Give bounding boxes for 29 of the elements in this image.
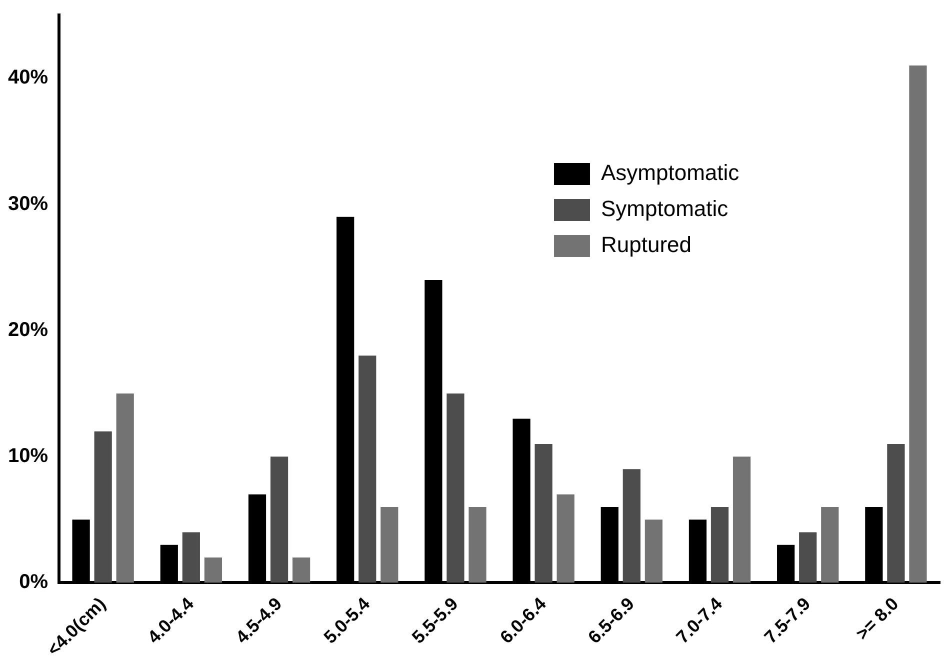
y-tick-label: 30% bbox=[8, 192, 48, 215]
bar bbox=[622, 469, 640, 583]
bar bbox=[710, 507, 729, 583]
bar bbox=[116, 393, 134, 583]
legend-label: Symptomatic bbox=[601, 196, 728, 222]
bar bbox=[358, 356, 376, 583]
legend-label: Asymptomatic bbox=[601, 160, 740, 186]
y-tick-label: 0% bbox=[19, 571, 48, 594]
bar bbox=[887, 444, 905, 583]
x-tick-label: >= 8.0 bbox=[852, 594, 902, 644]
bar bbox=[292, 557, 310, 583]
bar bbox=[468, 507, 486, 583]
y-tick-label: 20% bbox=[8, 318, 48, 341]
bar bbox=[446, 393, 464, 583]
y-tick-label: 10% bbox=[8, 445, 48, 468]
bar bbox=[909, 65, 927, 583]
bar bbox=[204, 557, 222, 583]
y-tick-label: 40% bbox=[8, 66, 48, 89]
bar bbox=[270, 456, 288, 583]
bar bbox=[534, 444, 552, 583]
bar bbox=[732, 456, 751, 583]
bar bbox=[182, 532, 200, 583]
bar bbox=[821, 507, 839, 583]
bar bbox=[380, 507, 398, 583]
legend-label: Ruptured bbox=[601, 232, 692, 258]
bar bbox=[644, 520, 662, 583]
bar bbox=[799, 532, 817, 583]
bar bbox=[556, 494, 574, 583]
bar bbox=[94, 431, 112, 583]
